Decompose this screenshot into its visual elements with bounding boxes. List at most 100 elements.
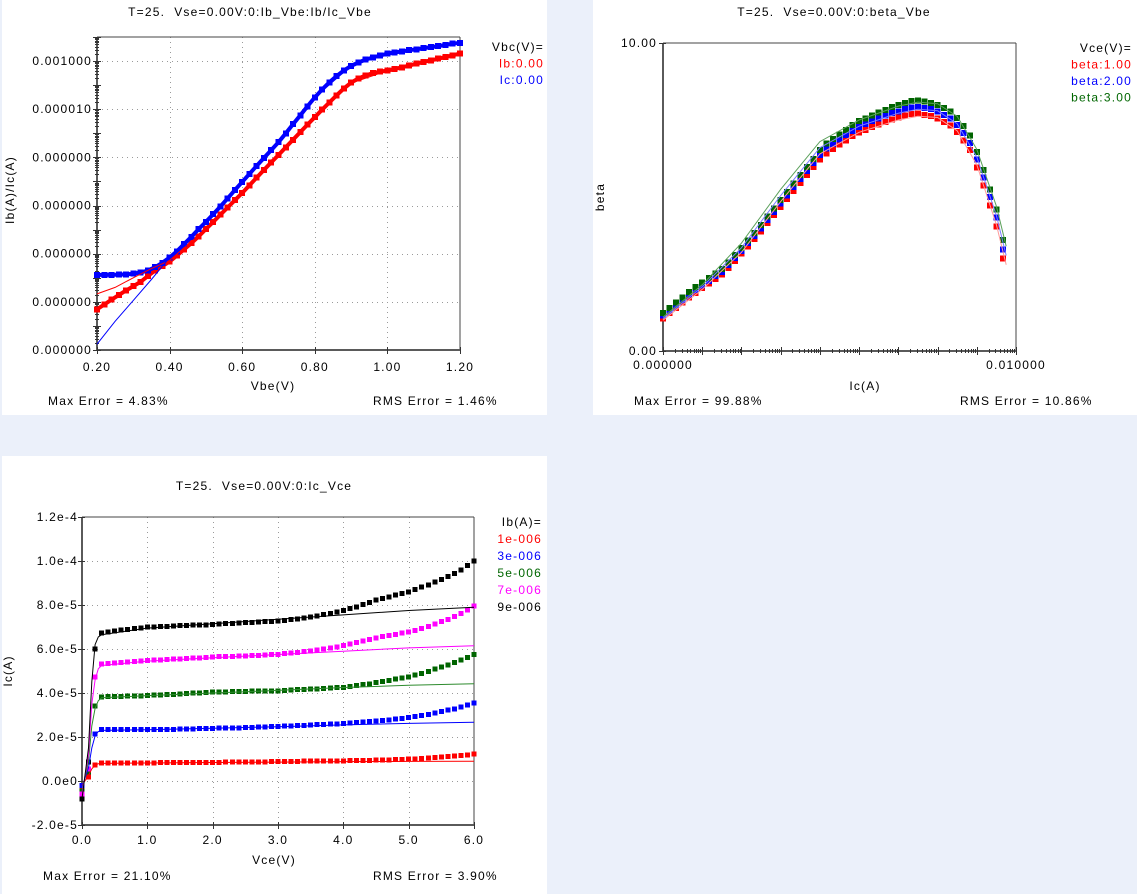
data-point xyxy=(282,617,287,623)
data-point xyxy=(934,115,941,122)
data-point xyxy=(393,676,399,682)
data-point xyxy=(973,156,980,163)
data-point xyxy=(340,67,347,74)
x-tick-label: 6.0 xyxy=(464,833,484,847)
data-point xyxy=(369,54,376,61)
legend-entry-ib: Ib:0.00 xyxy=(499,57,544,71)
data-point xyxy=(445,616,451,622)
data-point xyxy=(210,654,216,660)
data-point xyxy=(406,714,412,720)
data-point xyxy=(692,284,699,291)
data-point xyxy=(195,233,202,240)
data-point xyxy=(216,654,222,660)
legend-entry-ib-7e-6: 7e-006 xyxy=(497,583,542,597)
data-point xyxy=(210,689,216,695)
data-point xyxy=(954,121,961,128)
data-point xyxy=(660,310,666,317)
data-point xyxy=(184,656,189,661)
data-point xyxy=(810,160,817,167)
y-tick-label: 1.0e-4 xyxy=(37,554,78,568)
data-point xyxy=(92,703,98,709)
x-tick-label: 3.0 xyxy=(268,833,288,847)
data-point xyxy=(771,208,778,215)
data-point xyxy=(203,654,209,660)
data-point xyxy=(960,122,967,129)
chart-title: T=25. Vse=0.00V:0:beta_Vbe xyxy=(737,5,930,19)
data-point xyxy=(928,106,934,113)
data-point xyxy=(829,136,836,143)
data-point xyxy=(255,619,261,625)
data-point xyxy=(321,612,327,618)
data-point xyxy=(465,752,470,758)
data-point xyxy=(673,299,679,306)
data-point xyxy=(314,722,320,728)
data-point xyxy=(353,604,359,610)
model-line-ib-model xyxy=(96,53,461,295)
data-point xyxy=(210,621,216,627)
data-point xyxy=(406,674,412,680)
data-point xyxy=(340,758,346,764)
data-point xyxy=(105,727,111,733)
chart-panel xyxy=(2,456,547,894)
data-point xyxy=(101,301,108,308)
data-point xyxy=(173,252,180,259)
data-point xyxy=(229,653,235,659)
rms-error-label: RMS Error = 10.86% xyxy=(960,394,1093,408)
data-point xyxy=(882,118,889,125)
legend-entry-ib-9e-6: 9e-006 xyxy=(497,600,542,614)
data-point xyxy=(367,681,372,687)
data-point xyxy=(803,164,810,171)
x-tick-label: 0.20 xyxy=(83,360,111,374)
data-point xyxy=(308,722,314,728)
model-line-ib-9e-006-model xyxy=(81,606,475,799)
y-tick-label: 2.0e-5 xyxy=(37,730,78,744)
data-point xyxy=(686,289,693,296)
data-point xyxy=(123,287,129,294)
data-point xyxy=(105,629,111,635)
data-point xyxy=(954,114,961,121)
data-point xyxy=(895,114,902,121)
data-point xyxy=(432,621,438,627)
plot-area: 0.20 0.40 0.60 0.80 1.00 1.20 0.001000 0.000010… xyxy=(32,36,473,374)
data-point xyxy=(380,718,385,723)
data-point xyxy=(367,637,372,642)
data-point xyxy=(380,757,385,763)
chart-title: T=25. Vse=0.00V:0:Ic_Vce xyxy=(176,479,352,493)
data-point xyxy=(86,769,91,775)
chart-beta-vs-ic: T=25. Vse=0.00V:0:beta_Vbe 0.000000 0.010… xyxy=(593,0,1137,415)
data-point xyxy=(758,228,764,235)
data-point xyxy=(314,758,320,764)
data-point xyxy=(425,582,431,588)
data-point xyxy=(144,273,151,280)
data-point xyxy=(438,619,444,625)
y-axis-label: beta xyxy=(593,183,607,211)
data-point xyxy=(999,255,1006,262)
data-point xyxy=(334,721,340,727)
data-point xyxy=(295,649,301,655)
y-axis-label: Ic(A) xyxy=(1,655,15,686)
data-point xyxy=(295,723,301,729)
data-point xyxy=(993,206,1000,213)
data-point xyxy=(353,683,359,688)
data-point xyxy=(386,757,392,763)
data-point xyxy=(471,751,477,757)
data-point xyxy=(921,98,928,105)
data-point xyxy=(386,717,392,723)
x-tick-label: 5.0 xyxy=(399,833,419,847)
data-point xyxy=(425,755,431,761)
data-point xyxy=(353,640,359,646)
model-line-beta-vce-3-00-model xyxy=(662,101,1007,318)
x-axis-label: Ic(A) xyxy=(849,379,880,393)
data-point xyxy=(282,651,287,657)
max-error-label: Max Error = 99.88% xyxy=(634,394,763,408)
data-point xyxy=(419,755,425,761)
data-point xyxy=(334,758,340,764)
data-point xyxy=(355,59,362,66)
legend: Ib(A)= 1e-006 3e-006 5e-006 7e-006 9e-00… xyxy=(497,515,542,614)
data-point xyxy=(458,753,464,758)
data-point xyxy=(347,641,353,647)
data-point xyxy=(399,715,405,721)
data-point xyxy=(373,597,379,603)
data-point xyxy=(362,72,369,79)
data-point xyxy=(816,156,823,163)
